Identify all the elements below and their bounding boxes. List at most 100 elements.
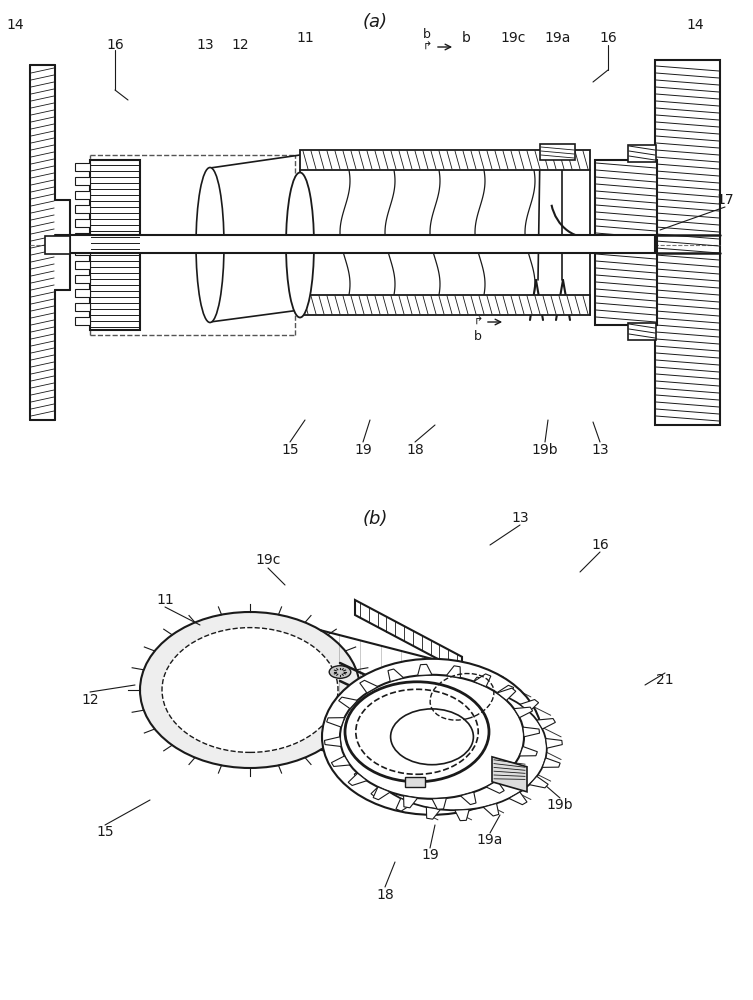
Text: b: b xyxy=(474,330,482,344)
Text: 13: 13 xyxy=(197,38,214,52)
Polygon shape xyxy=(529,776,548,788)
Polygon shape xyxy=(371,785,390,797)
Polygon shape xyxy=(373,787,390,800)
Polygon shape xyxy=(355,600,462,672)
Bar xyxy=(75,303,90,311)
Polygon shape xyxy=(523,727,539,737)
Bar xyxy=(75,233,90,241)
Polygon shape xyxy=(325,737,341,746)
Ellipse shape xyxy=(340,675,524,799)
Text: 13: 13 xyxy=(511,511,529,525)
Polygon shape xyxy=(509,792,527,805)
Text: 11: 11 xyxy=(156,593,174,607)
Ellipse shape xyxy=(322,659,542,815)
Bar xyxy=(45,236,70,254)
Bar xyxy=(75,163,90,171)
Ellipse shape xyxy=(162,628,338,752)
Polygon shape xyxy=(396,798,413,811)
Polygon shape xyxy=(497,688,516,700)
Polygon shape xyxy=(483,803,498,816)
Text: 16: 16 xyxy=(106,38,124,52)
Polygon shape xyxy=(469,677,483,689)
Polygon shape xyxy=(388,669,404,682)
Text: 19c: 19c xyxy=(255,553,281,567)
Polygon shape xyxy=(460,792,476,805)
Bar xyxy=(70,235,655,253)
Polygon shape xyxy=(537,719,556,729)
Polygon shape xyxy=(507,765,526,776)
Text: 18: 18 xyxy=(406,443,424,457)
Ellipse shape xyxy=(329,666,351,678)
Text: 19: 19 xyxy=(421,848,439,862)
Text: 15: 15 xyxy=(96,825,114,839)
Bar xyxy=(75,177,90,185)
Text: 17: 17 xyxy=(716,193,734,207)
Polygon shape xyxy=(426,807,441,819)
Text: 19c: 19c xyxy=(500,31,526,45)
Text: 14: 14 xyxy=(6,18,24,32)
Bar xyxy=(75,289,90,297)
Polygon shape xyxy=(486,781,505,793)
Text: (a): (a) xyxy=(362,13,388,31)
Polygon shape xyxy=(339,697,358,709)
Ellipse shape xyxy=(140,612,360,768)
Text: 19b: 19b xyxy=(532,443,558,457)
Text: b: b xyxy=(423,28,431,41)
Bar xyxy=(595,160,657,325)
Polygon shape xyxy=(514,707,532,718)
Bar xyxy=(75,247,90,255)
Polygon shape xyxy=(360,680,378,693)
Bar xyxy=(75,219,90,227)
Polygon shape xyxy=(349,729,367,739)
Bar xyxy=(75,205,90,213)
Text: (b): (b) xyxy=(362,510,388,528)
Text: 19a: 19a xyxy=(477,833,503,847)
Bar xyxy=(75,275,90,283)
Ellipse shape xyxy=(363,686,547,810)
Bar xyxy=(405,777,425,787)
Text: 21: 21 xyxy=(656,673,674,687)
Polygon shape xyxy=(542,758,560,767)
Text: 16: 16 xyxy=(599,31,617,45)
Bar xyxy=(75,191,90,199)
Text: b: b xyxy=(462,31,471,45)
Polygon shape xyxy=(492,757,527,792)
Polygon shape xyxy=(331,756,350,766)
Polygon shape xyxy=(347,748,364,758)
Polygon shape xyxy=(361,709,380,720)
Polygon shape xyxy=(520,700,538,712)
Bar xyxy=(628,145,656,162)
Text: 15: 15 xyxy=(281,443,299,457)
Bar xyxy=(628,323,656,340)
Bar xyxy=(540,144,575,160)
Text: ↱: ↱ xyxy=(422,42,431,52)
Polygon shape xyxy=(447,666,460,678)
Text: 11: 11 xyxy=(296,31,314,45)
Bar xyxy=(75,261,90,269)
Polygon shape xyxy=(455,809,469,821)
Polygon shape xyxy=(327,718,345,727)
Polygon shape xyxy=(474,674,491,687)
Text: ↱: ↱ xyxy=(474,317,483,327)
Polygon shape xyxy=(546,739,562,748)
Text: 16: 16 xyxy=(591,538,609,552)
Text: 19b: 19b xyxy=(547,798,573,812)
Ellipse shape xyxy=(286,172,314,318)
Polygon shape xyxy=(404,796,418,808)
Text: 19a: 19a xyxy=(545,31,572,45)
Bar xyxy=(300,150,590,170)
Text: 14: 14 xyxy=(686,18,704,32)
Text: 19: 19 xyxy=(354,443,372,457)
Polygon shape xyxy=(432,798,447,809)
Bar xyxy=(300,295,590,315)
Bar xyxy=(90,160,140,330)
Text: 12: 12 xyxy=(81,693,99,707)
Bar xyxy=(75,317,90,325)
Polygon shape xyxy=(520,746,538,756)
Polygon shape xyxy=(496,685,514,698)
Polygon shape xyxy=(348,773,367,785)
Text: 13: 13 xyxy=(591,443,609,457)
Polygon shape xyxy=(411,680,426,693)
Text: 18: 18 xyxy=(376,888,394,902)
Polygon shape xyxy=(383,692,401,704)
